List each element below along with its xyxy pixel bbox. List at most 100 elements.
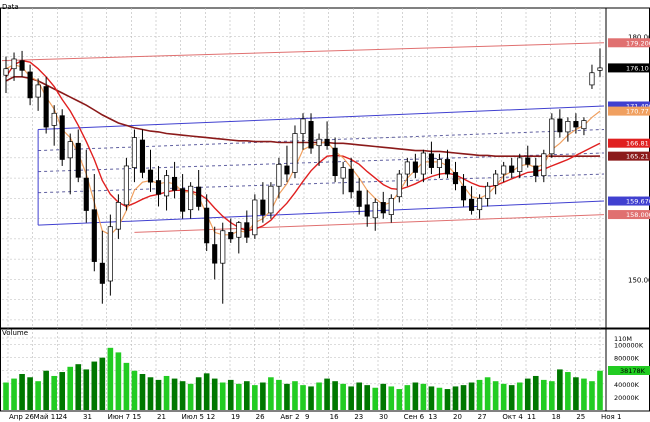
candle-body [27,71,33,99]
x-tick-label: 31 [83,413,92,421]
candle-body [107,226,113,282]
volume-bar [492,381,499,410]
price-label-bg [608,151,650,161]
price-label-bg [608,106,650,116]
volume-bar [589,381,595,410]
volume-bar [292,381,298,410]
x-tick-label: Окт 4 [502,413,523,421]
volume-bar [123,362,130,410]
volume-value-label: 38178K [620,367,646,375]
candle-body [316,138,322,147]
candle-body [91,209,97,262]
channel-line [38,173,605,194]
candle-body [477,198,483,211]
volume-bar [476,379,483,410]
candle-body [204,207,210,244]
candle-body [99,262,105,284]
volume-bar [420,383,427,410]
x-tick-label: 27 [478,413,487,421]
volume-bar [468,382,475,410]
volume-bar [284,383,290,410]
x-tick-label: 11 [527,413,536,421]
volume-bar [131,370,138,410]
candle-body [444,159,451,175]
price-label-bg [608,38,650,48]
volume-bar [412,382,419,410]
volume-bar [252,385,258,410]
candle-body [541,153,547,177]
x-tick-label: 9 [305,413,309,421]
volume-bar [356,382,362,410]
volume-bar [364,385,371,410]
price-label-bg [608,63,650,73]
price-label-bg [608,196,650,206]
x-tick-label: 21 [157,413,166,421]
volume-bar [139,374,146,410]
candle-body [356,190,362,207]
candle-body [83,177,89,211]
candle-body [372,202,378,219]
candle-body [67,141,73,159]
x-tick-label: Май 11 [34,413,60,421]
candle-body [19,60,25,71]
volume-bar [452,386,459,410]
candle-body [252,199,258,236]
volume-bar [19,374,25,410]
x-tick-label: Апр 26 [9,413,34,421]
volume-tick-label: 40000K [614,381,640,389]
volume-bar [524,378,531,410]
volume-bar [508,385,515,410]
volume-bar [35,381,41,410]
candle-body [428,153,434,168]
price-label-bg [608,101,650,111]
channel-line [38,200,605,226]
volume-tick-label: 100000K [614,342,644,350]
candle-body [147,169,154,183]
volume-bar [516,382,523,410]
candle-body [131,137,137,168]
volume-bar [436,387,443,410]
y-tick-label: 180.00 [628,33,650,41]
volume-bar [227,379,234,410]
volume-bar [324,378,330,410]
candle-body [196,186,202,207]
volume-bar [396,389,403,410]
channel-line [134,214,605,233]
ma-mid-line [5,59,601,232]
candle-body [180,188,186,212]
volume-bar [300,385,306,410]
candle-body [420,152,426,175]
volume-bar [372,387,379,410]
candle-body [244,222,250,238]
x-tick-label: 24 [58,413,67,421]
x-tick-label: Июн 7 [108,413,130,421]
price-panel: 180.00160.00150.00176.10171.4000170.7716… [0,7,650,411]
x-tick-label: 25 [576,413,585,421]
volume-bar [348,386,354,410]
volume-bar [316,382,322,410]
volume-bar [155,379,162,410]
candle-body [284,165,290,175]
candle-body [155,180,162,195]
price-label: 176.10 [626,64,649,72]
x-tick-label: 30 [379,413,388,421]
volume-bar [444,389,451,410]
volume-bar [67,366,74,410]
candle-body [260,199,266,215]
candle-body [501,165,507,175]
candle-body [525,157,531,165]
volume-bar [83,369,90,410]
volume-title: Volume [2,329,28,337]
x-tick-label: Ноя 1 [601,413,621,421]
candle-body [404,161,410,175]
candle-body [348,168,354,193]
volume-tick-label: 80000K [614,355,640,363]
candle-body [300,118,306,134]
channel-line [38,152,605,173]
candle-body [332,147,338,177]
x-tick-label: 18 [552,413,561,421]
volume-bar [163,375,170,410]
volume-bar [59,372,66,410]
candle-body [452,172,459,185]
